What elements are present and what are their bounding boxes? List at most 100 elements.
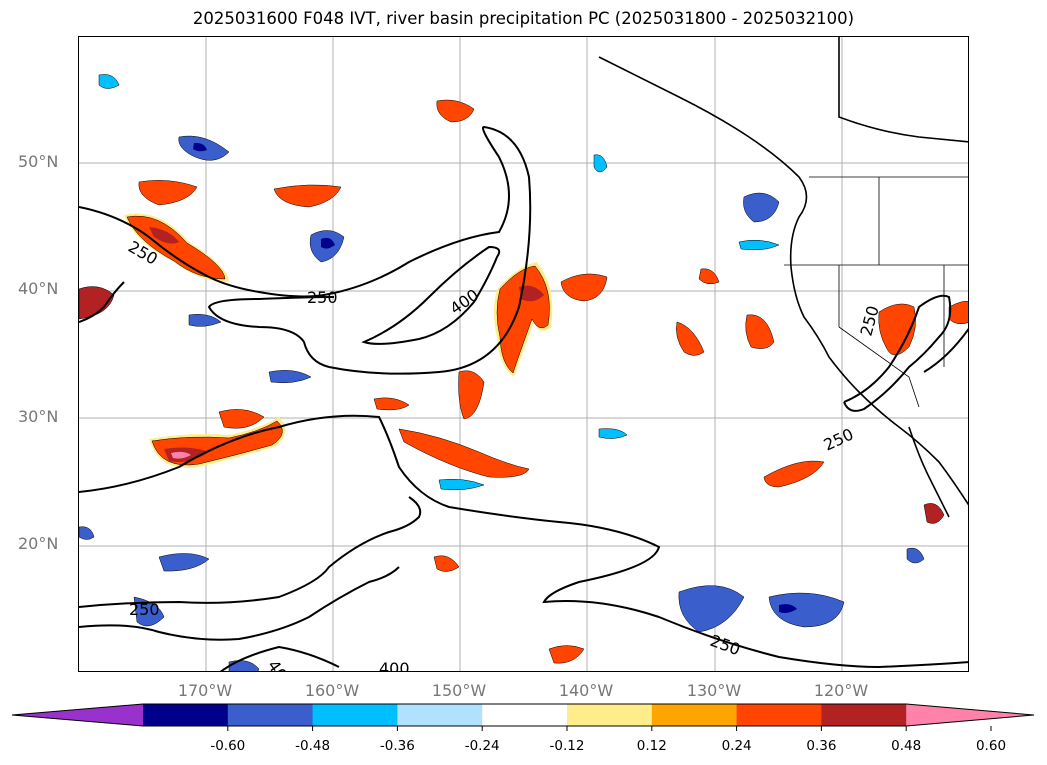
canada-border-region bbox=[838, 37, 968, 143]
patch-nw bbox=[138, 180, 198, 206]
neg-patch-10 bbox=[438, 478, 485, 491]
patch-central-south bbox=[458, 370, 485, 420]
neg-patch-5 bbox=[743, 192, 780, 223]
patch-central-band bbox=[494, 262, 553, 377]
patch-south bbox=[548, 645, 585, 664]
lon-label-150w: 150°W bbox=[431, 681, 487, 700]
neg-patch-14 bbox=[738, 239, 780, 251]
neg-patch-1-core bbox=[193, 142, 207, 152]
colorbar-tick-label: 0.36 bbox=[806, 738, 837, 754]
lon-label-140w: 140°W bbox=[558, 681, 614, 700]
patch-south-small bbox=[433, 555, 460, 572]
colorbar-extend-max bbox=[906, 704, 1034, 726]
patch-offshore-2 bbox=[745, 314, 775, 349]
neg-patch-3 bbox=[188, 314, 222, 327]
colorbar-tick-label: -0.48 bbox=[295, 738, 331, 754]
colorbar-tick-label: 0.24 bbox=[721, 738, 752, 754]
contour-250-coast bbox=[843, 294, 952, 412]
contour-label-400-south-2: 400 bbox=[264, 656, 297, 672]
colorbar-segment bbox=[143, 704, 229, 726]
patch-baja bbox=[923, 503, 945, 524]
contour-250-north bbox=[79, 125, 532, 375]
colorbar-segment bbox=[651, 704, 738, 726]
precip-positive-patches bbox=[79, 99, 968, 664]
patch-sierra bbox=[948, 300, 968, 325]
contour-label-250-south: 250 bbox=[708, 631, 743, 659]
patch-north-small bbox=[436, 99, 475, 123]
lon-label-170w: 170°W bbox=[177, 681, 233, 700]
patch-subtropical-band bbox=[398, 428, 530, 478]
contour-label-250-sierra: 250 bbox=[857, 304, 883, 338]
neg-patch-2-core bbox=[321, 237, 335, 249]
contour-label-250-southwest: 250 bbox=[129, 600, 160, 619]
contour-250-southwest bbox=[79, 496, 422, 608]
colorbar-outline bbox=[11, 703, 1035, 727]
neg-patch-6 bbox=[678, 585, 745, 633]
baja-peninsula bbox=[908, 426, 950, 518]
contour-label-400-north: 400 bbox=[446, 285, 482, 318]
neg-patch-7 bbox=[768, 592, 845, 628]
colorbar-tick-label: -0.12 bbox=[549, 738, 585, 754]
patch-subtropical-small bbox=[373, 397, 410, 411]
state-borders bbox=[784, 176, 968, 408]
patch-california bbox=[878, 303, 916, 356]
colorbar-segment bbox=[397, 704, 483, 726]
neg-patch-4 bbox=[268, 370, 312, 384]
colorbar-segment bbox=[227, 704, 314, 726]
colorbar-tick-label: 0.48 bbox=[891, 738, 922, 754]
contour-250-southwest-2 bbox=[79, 566, 400, 641]
colorbar-tick-label: -0.60 bbox=[210, 738, 246, 754]
patch-west-ridge bbox=[124, 213, 229, 282]
neg-patch-15 bbox=[906, 547, 925, 564]
contour-250-south bbox=[79, 414, 968, 669]
colorbar-segment bbox=[482, 704, 568, 726]
colorbar-extend-min bbox=[12, 704, 143, 726]
colorbar bbox=[11, 703, 1035, 731]
contour-label-250-north: 250 bbox=[307, 288, 338, 307]
colorbar-segment bbox=[821, 704, 907, 726]
precip-negative-patches bbox=[79, 74, 925, 671]
patch-southeast bbox=[763, 460, 825, 488]
map-canvas: 250 250 400 250 250 250 400 250 400 bbox=[79, 37, 968, 672]
contour-label-250-coast: 250 bbox=[821, 424, 857, 454]
ivt-contours bbox=[79, 125, 968, 671]
colorbar-tick-label: 0.12 bbox=[636, 738, 667, 754]
colorbar-tick-label: 0.60 bbox=[975, 738, 1007, 754]
colorbar-segments bbox=[11, 703, 1035, 731]
patch-offshore-1 bbox=[676, 321, 705, 356]
lat-label-40n: 40°N bbox=[18, 279, 59, 298]
colorbar-tick-label: -0.24 bbox=[464, 738, 500, 754]
lon-label-120w: 120°W bbox=[813, 681, 869, 700]
neg-patch-11 bbox=[598, 428, 628, 439]
lat-label-30n: 30°N bbox=[18, 407, 59, 426]
patch-subtropical-west bbox=[149, 409, 286, 468]
graticule bbox=[79, 37, 968, 671]
west-coast bbox=[598, 56, 968, 506]
map-panel: 250 250 400 250 250 250 400 250 400 bbox=[78, 36, 969, 672]
neg-patch-9 bbox=[133, 596, 165, 627]
neg-patch-8 bbox=[158, 553, 210, 572]
lon-label-160w: 160°W bbox=[304, 681, 360, 700]
lon-label-130w: 130°W bbox=[686, 681, 742, 700]
colorbar-segment bbox=[312, 704, 398, 726]
lat-label-50n: 50°N bbox=[18, 152, 59, 171]
contour-400-south bbox=[220, 645, 340, 671]
lat-label-20n: 20°N bbox=[18, 534, 59, 553]
contour-250-west bbox=[79, 281, 125, 323]
patch-north-mid bbox=[273, 184, 342, 208]
neg-patch-7-core bbox=[779, 604, 797, 613]
contour-400-north bbox=[361, 245, 501, 345]
colorbar-tick-label: -0.36 bbox=[379, 738, 415, 754]
patch-offshore-3 bbox=[698, 268, 720, 285]
figure-title: 2025031600 F048 IVT, river basin precipi… bbox=[192, 9, 855, 28]
neg-patch-12 bbox=[98, 74, 120, 89]
neg-patch-16 bbox=[228, 660, 260, 671]
neg-patch-17 bbox=[79, 526, 95, 540]
colorbar-segment bbox=[736, 704, 822, 726]
contour-250-coast-2 bbox=[923, 328, 968, 373]
coastline bbox=[598, 37, 968, 518]
patch-east-central bbox=[560, 273, 608, 302]
neg-patch-13 bbox=[593, 154, 608, 173]
contour-label-400-south: 400 bbox=[379, 659, 410, 672]
colorbar-segment bbox=[567, 704, 653, 726]
